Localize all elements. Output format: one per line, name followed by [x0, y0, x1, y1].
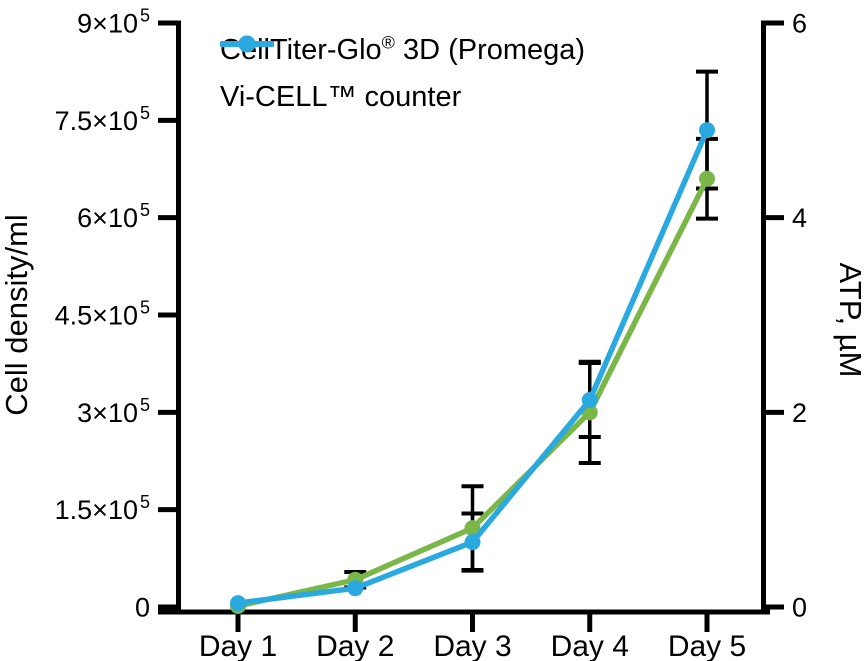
- data-point-marker: [699, 170, 715, 187]
- series-1: [230, 122, 715, 612]
- x-tick-label: Day 1: [199, 630, 277, 661]
- legend: CellTiter-Glo® 3D (Promega) Vi-CELL™ cou…: [220, 33, 585, 114]
- x-tick-label: Day 2: [316, 630, 394, 661]
- data-point-marker: [464, 534, 481, 551]
- y-tick-label-left: 7.5×10 5: [55, 103, 150, 136]
- y-tick-label-left: 1.5×10 5: [55, 492, 150, 525]
- legend-label-text: Vi-CELL™ counter: [220, 81, 462, 113]
- x-axis-ticks: Day 1 Day 2 Day 3 Day 4 Day 5: [199, 612, 746, 661]
- y-tick-label-left: 6×10 5: [77, 200, 150, 233]
- plot-layer: 0 1.5×10 5 3×10 5 4.5×10 5 6×10 5 7.5×10 5 9×10 5 0 2 4…: [55, 6, 807, 661]
- y-axis-right-ticks: 0 2 4 6: [762, 9, 807, 623]
- error-bars: [344, 69, 718, 590]
- y-tick-label-right: 2: [792, 398, 807, 428]
- right-axis-title: ATP, µM: [833, 263, 868, 378]
- legend-label-text: 3D (Promega): [394, 34, 586, 66]
- legend-label-celltiter-glo: CellTiter-Glo® 3D (Promega): [220, 33, 585, 67]
- legend-swatch-blue: [220, 35, 274, 53]
- y-tick-label-left: 9×10 5: [77, 6, 150, 39]
- registered-trademark-symbol: ®: [381, 32, 395, 53]
- y-axis-left-ticks: 0 1.5×10 5 3×10 5 4.5×10 5 6×10 5 7.5×10 5 9×10 5: [55, 6, 180, 623]
- data-point-marker: [464, 520, 481, 537]
- data-point-marker: [699, 122, 715, 139]
- data-point-marker: [347, 580, 364, 597]
- legend-item-celltiter-glo: CellTiter-Glo® 3D (Promega): [220, 33, 585, 67]
- y-tick-label-left: 3×10 5: [77, 395, 150, 428]
- left-axis-title: Cell density/ml: [0, 214, 34, 416]
- data-point-marker: [581, 392, 598, 409]
- y-tick-label-left: 4.5×10 5: [55, 298, 150, 331]
- legend-item-vicell: Vi-CELL™ counter: [220, 35, 585, 114]
- y-tick-label-right: 6: [792, 9, 807, 39]
- x-tick-label: Day 5: [668, 630, 746, 661]
- y-tick-label-left: 0: [135, 593, 150, 623]
- data-point-marker: [230, 595, 246, 612]
- y-tick-label-right: 4: [792, 203, 807, 233]
- y-tick-label-right: 0: [792, 593, 807, 623]
- x-tick-label: Day 4: [551, 630, 629, 661]
- legend-label-vicell: Vi-CELL™ counter: [220, 80, 461, 114]
- x-tick-label: Day 3: [433, 630, 511, 661]
